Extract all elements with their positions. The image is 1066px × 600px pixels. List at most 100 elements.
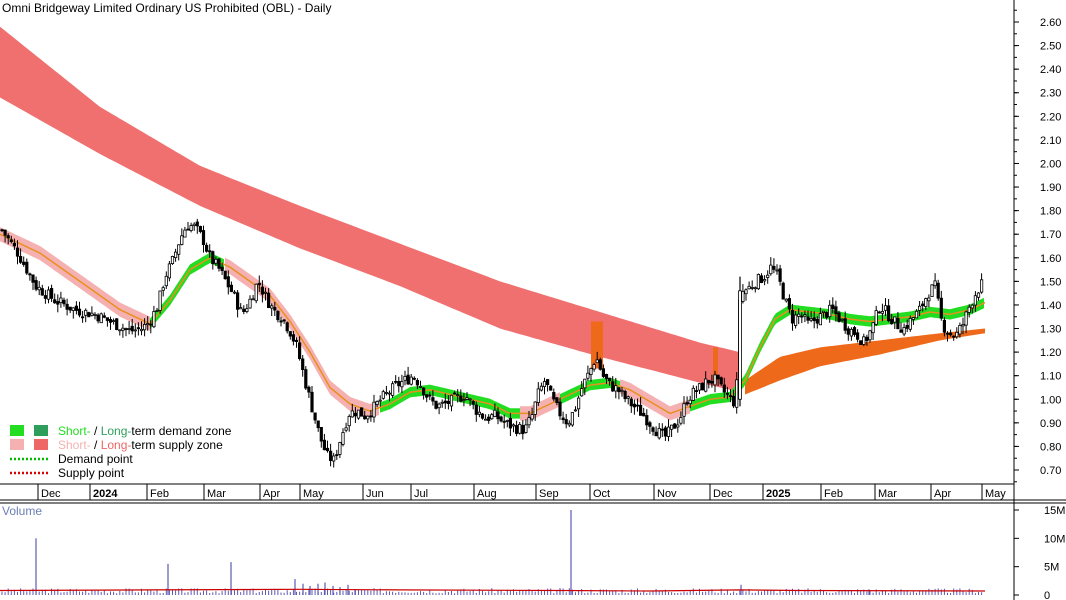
candle-body xyxy=(50,287,54,299)
x-tick-label: Sep xyxy=(539,488,559,500)
candle-body xyxy=(270,305,274,309)
short-term-demand-ribbon-1 xyxy=(380,384,520,419)
legend-supply-long: Long- xyxy=(101,438,132,452)
candle-body xyxy=(967,306,971,313)
candle-body xyxy=(744,289,748,295)
candle-body xyxy=(930,284,934,297)
candle-body xyxy=(707,379,711,384)
x-tick-label: Oct xyxy=(593,488,610,500)
short-term-supply-ribbon-3 xyxy=(620,379,690,421)
candle-body xyxy=(524,424,528,433)
x-tick-label: Mar xyxy=(207,488,226,500)
candle-body xyxy=(673,423,677,429)
candle-body xyxy=(226,276,230,288)
candle-body xyxy=(108,318,113,323)
candle-body xyxy=(626,396,630,399)
candle-gap-body xyxy=(738,290,742,400)
candle-body xyxy=(211,251,215,265)
supply-points xyxy=(591,321,718,381)
candle-body xyxy=(862,336,866,345)
candle-body xyxy=(601,368,606,377)
candle-body xyxy=(939,297,943,319)
candle-body xyxy=(167,263,171,279)
candle-body xyxy=(896,317,900,330)
candle-body xyxy=(260,286,265,295)
candle-body xyxy=(564,419,568,425)
candle-body xyxy=(952,335,956,338)
candle-body xyxy=(158,290,162,311)
candle-body xyxy=(183,229,187,238)
x-tick-label: 2024 xyxy=(93,488,118,500)
candle-body xyxy=(84,309,88,316)
long-term-supply-band xyxy=(0,26,740,393)
candle-body xyxy=(381,391,385,399)
candle-body xyxy=(59,297,63,303)
volume-title: Volume xyxy=(2,504,42,518)
candle-body xyxy=(546,379,550,385)
candle-body xyxy=(164,275,168,287)
candle-body xyxy=(87,312,91,318)
candle-body xyxy=(449,394,454,407)
candle-body xyxy=(670,424,674,430)
y-tick-label: 2.50 xyxy=(1040,41,1061,53)
candle-body xyxy=(115,318,119,330)
candle-body xyxy=(387,392,392,395)
candle-body xyxy=(781,282,785,300)
candle-body xyxy=(93,313,97,316)
candle-body xyxy=(319,426,323,442)
candle-body xyxy=(645,415,649,426)
candle-body xyxy=(654,431,658,437)
candle-body xyxy=(245,308,249,312)
legend-supply-point-label: Supply point xyxy=(58,466,125,480)
candle-body xyxy=(685,402,689,405)
long-term-supply-zone xyxy=(0,26,740,393)
candle-body xyxy=(849,328,854,337)
candle-body xyxy=(288,331,292,337)
candle-body xyxy=(533,401,537,415)
candle-body xyxy=(347,415,351,427)
candle-body xyxy=(366,415,370,420)
candle-body xyxy=(691,387,695,401)
legend-supply-short: Short- xyxy=(58,438,91,452)
candle-body xyxy=(964,311,968,326)
candle-body xyxy=(133,329,137,332)
candle-body xyxy=(924,298,928,307)
candle-body xyxy=(415,379,420,386)
candle-body xyxy=(719,377,723,385)
candle-body xyxy=(648,422,652,427)
candle-body xyxy=(620,389,624,392)
legend-demand-label: Short- / Long-term demand zone xyxy=(58,424,232,438)
candle-body xyxy=(124,328,128,331)
candle-body xyxy=(728,395,733,398)
candle-body xyxy=(676,424,680,428)
candle-body xyxy=(549,385,553,391)
candle-body xyxy=(623,390,627,400)
candle-body xyxy=(294,339,299,342)
candle-body xyxy=(390,383,395,396)
candle-body xyxy=(837,312,841,322)
candle-body xyxy=(502,420,506,423)
y-tick-label: 0.90 xyxy=(1040,418,1061,430)
candle-body xyxy=(170,255,175,264)
candle-body xyxy=(341,432,345,445)
legend-demand-rest: term demand zone xyxy=(131,424,231,438)
candle-body xyxy=(369,415,373,418)
candle-body xyxy=(34,280,38,290)
candle-body xyxy=(735,379,739,408)
candle-body xyxy=(18,255,23,263)
candle-body xyxy=(865,336,869,342)
candle-body xyxy=(797,313,801,317)
candle-body xyxy=(313,412,317,421)
supply-point-band-oct xyxy=(591,321,603,369)
candle-body xyxy=(555,397,559,403)
candle-body xyxy=(136,327,140,330)
y-tick-label: 2.00 xyxy=(1040,158,1061,170)
candle-body xyxy=(921,303,925,307)
candle-body xyxy=(741,290,745,302)
candle-body xyxy=(632,403,637,408)
candle-body xyxy=(759,275,764,283)
y-tick-label: 1.30 xyxy=(1040,324,1061,336)
long-term-demand-zone xyxy=(745,328,985,395)
candle-body xyxy=(843,318,847,331)
candle-body xyxy=(521,424,525,435)
